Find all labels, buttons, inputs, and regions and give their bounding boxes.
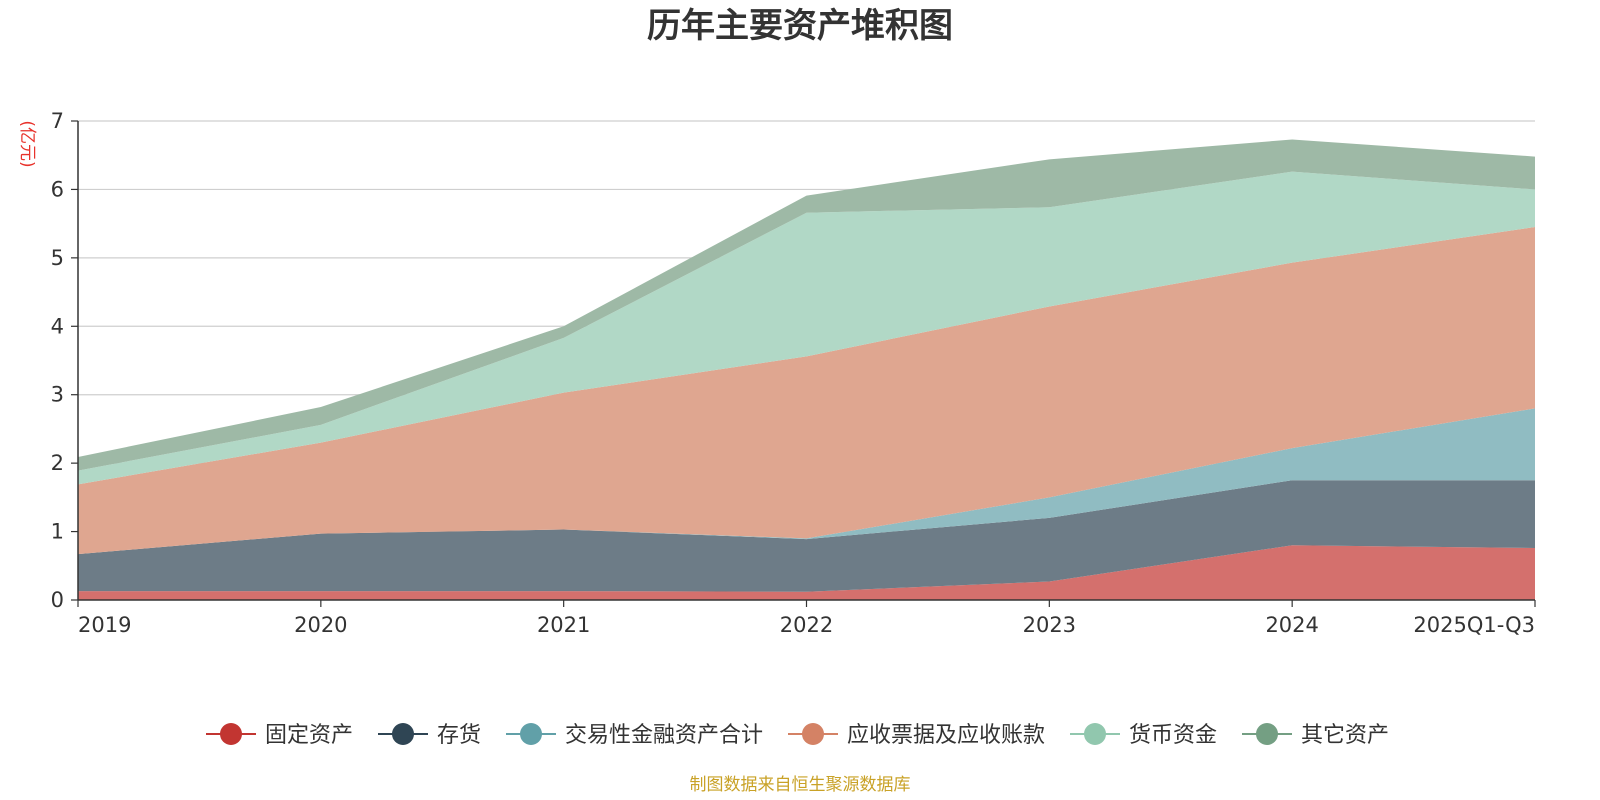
x-tick-label-4: 2023: [1023, 613, 1076, 637]
area-series-5: [78, 139, 1535, 471]
area-series-layer: [78, 139, 1535, 600]
y-tick-label-3: 3: [51, 383, 64, 407]
y-tick-label-5: 5: [51, 246, 64, 270]
legend[interactable]: 固定资产 存货 交易性金融资产合计 应收票据及应收账款 货币资金 其它资产: [206, 723, 1389, 748]
y-tick-label-0: 0: [51, 588, 64, 612]
chart-title: 历年主要资产堆积图: [647, 6, 953, 46]
y-tick-label-1: 1: [51, 520, 64, 544]
legend-item-4[interactable]: 货币资金: [1070, 723, 1217, 748]
y-tick-label-6: 6: [51, 177, 64, 201]
legend-marker-2: [520, 723, 542, 745]
y-axis-unit-label: (亿元): [17, 120, 37, 167]
x-tick-label-2: 2021: [537, 613, 590, 637]
area-series-2: [78, 408, 1535, 555]
legend-label-0: 固定资产: [265, 723, 353, 748]
x-tick-label-5: 2024: [1265, 613, 1318, 637]
area-series-1: [78, 480, 1535, 592]
legend-label-5: 其它资产: [1301, 723, 1389, 748]
axes: 0 1 2 3 4 5 6 7 2019 2020 2021 2022 2023 2024 2025Q1-Q…: [51, 109, 1536, 637]
legend-item-3[interactable]: 应收票据及应收账款: [788, 723, 1045, 748]
legend-label-4: 货币资金: [1129, 723, 1217, 748]
x-tick-label-6: 2025Q1-Q3: [1413, 613, 1535, 637]
legend-marker-4: [1084, 723, 1106, 745]
legend-label-3: 应收票据及应收账款: [847, 723, 1045, 748]
legend-marker-3: [802, 723, 824, 745]
legend-item-1[interactable]: 存货: [378, 723, 481, 748]
legend-label-1: 存货: [437, 723, 481, 748]
area-series-0: [78, 545, 1535, 600]
legend-marker-1: [392, 723, 414, 745]
x-tick-label-1: 2020: [294, 613, 347, 637]
area-series-3: [78, 227, 1535, 555]
y-tick-label-2: 2: [51, 451, 64, 475]
legend-item-5[interactable]: 其它资产: [1242, 723, 1389, 748]
legend-item-0[interactable]: 固定资产: [206, 723, 353, 748]
y-tick-label-4: 4: [51, 314, 64, 338]
x-tick-label-0: 2019: [78, 613, 131, 637]
area-series-4: [78, 171, 1535, 485]
legend-marker-0: [220, 723, 242, 745]
legend-item-2[interactable]: 交易性金融资产合计: [506, 723, 763, 748]
legend-marker-5: [1256, 723, 1278, 745]
y-tick-label-7: 7: [51, 109, 64, 133]
data-source-note: 制图数据来自恒生聚源数据库: [690, 775, 911, 795]
x-tick-label-3: 2022: [780, 613, 833, 637]
legend-label-2: 交易性金融资产合计: [565, 723, 763, 748]
